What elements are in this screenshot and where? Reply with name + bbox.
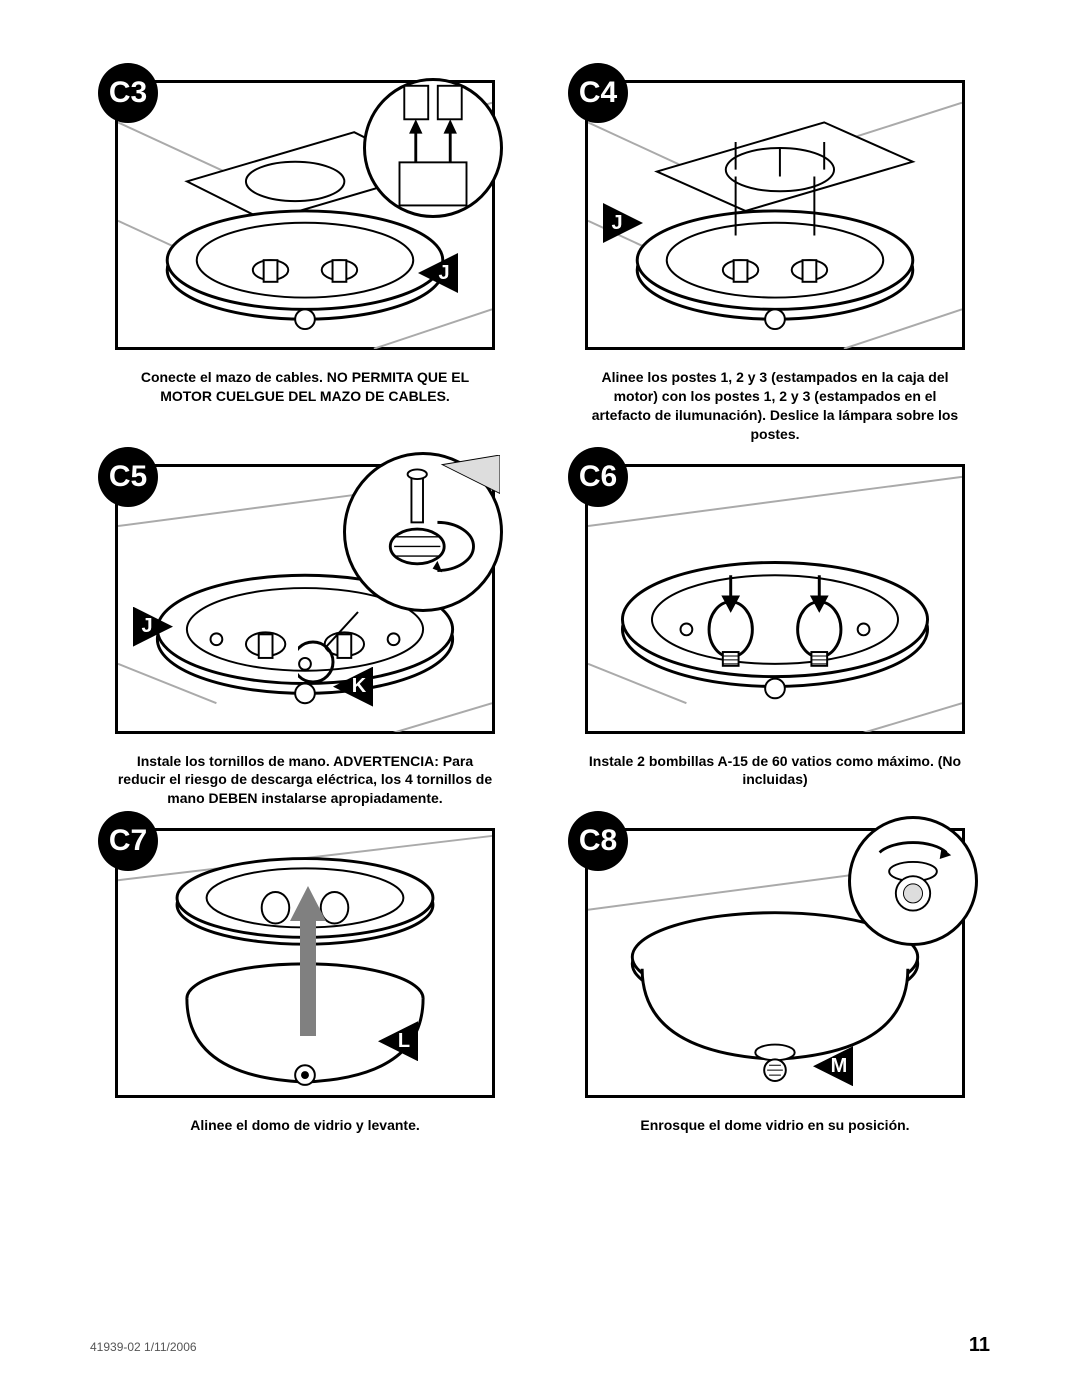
panel-c7: C7 L (115, 828, 495, 1098)
instruction-grid: C3 (90, 80, 990, 1135)
panel-c6: C6 (585, 464, 965, 734)
page-footer: 41939-02 1/11/2006 11 (90, 1334, 990, 1357)
marker-label: J (141, 615, 152, 638)
step-badge: C5 (98, 447, 158, 507)
step-badge: C4 (568, 63, 628, 123)
step-badge: C8 (568, 811, 628, 871)
up-arrow-icon (288, 886, 328, 1036)
step-c6: C6 Ins (560, 464, 990, 809)
diagram-c6 (588, 467, 962, 733)
caption-c4: Alinee los postes 1, 2 y 3 (estampados e… (585, 368, 965, 444)
step-badge: C3 (98, 63, 158, 123)
panel-c5: C5 (115, 464, 495, 734)
marker-label: M (831, 1055, 848, 1078)
caption-c6: Instale 2 bombillas A-15 de 60 vatios co… (585, 752, 965, 790)
diagram-c4 (588, 83, 962, 349)
step-badge: C7 (98, 811, 158, 871)
step-c3: C3 (90, 80, 520, 444)
marker-label: J (438, 262, 449, 285)
document-id: 41939-02 1/11/2006 (90, 1340, 197, 1354)
step-c7: C7 L Alinee el domo de vidrio y l (90, 828, 520, 1135)
caption-c5: Instale los tornillos de mano. ADVERTENC… (115, 752, 495, 809)
caption-c3: Conecte el mazo de cables. NO PERMITA QU… (115, 368, 495, 406)
step-c5: C5 (90, 464, 520, 809)
caption-c7: Alinee el domo de vidrio y levante. (115, 1116, 495, 1135)
step-c8: C8 M Enrosqu (560, 828, 990, 1135)
page-number: 11 (969, 1334, 990, 1357)
marker-label: J (611, 212, 622, 235)
panel-c8: C8 M (585, 828, 965, 1098)
step-badge: C6 (568, 447, 628, 507)
caption-c8: Enrosque el dome vidrio en su posición. (585, 1116, 965, 1135)
detail-circle (848, 816, 978, 946)
panel-c4: C4 J (585, 80, 965, 350)
detail-circle (343, 452, 503, 612)
panel-c3: C3 (115, 80, 495, 350)
marker-label: L (398, 1030, 410, 1053)
detail-circle (363, 78, 503, 218)
step-c4: C4 J Alinee los postes 1, 2 y 3 (est (560, 80, 990, 444)
detail-connector (298, 607, 378, 687)
